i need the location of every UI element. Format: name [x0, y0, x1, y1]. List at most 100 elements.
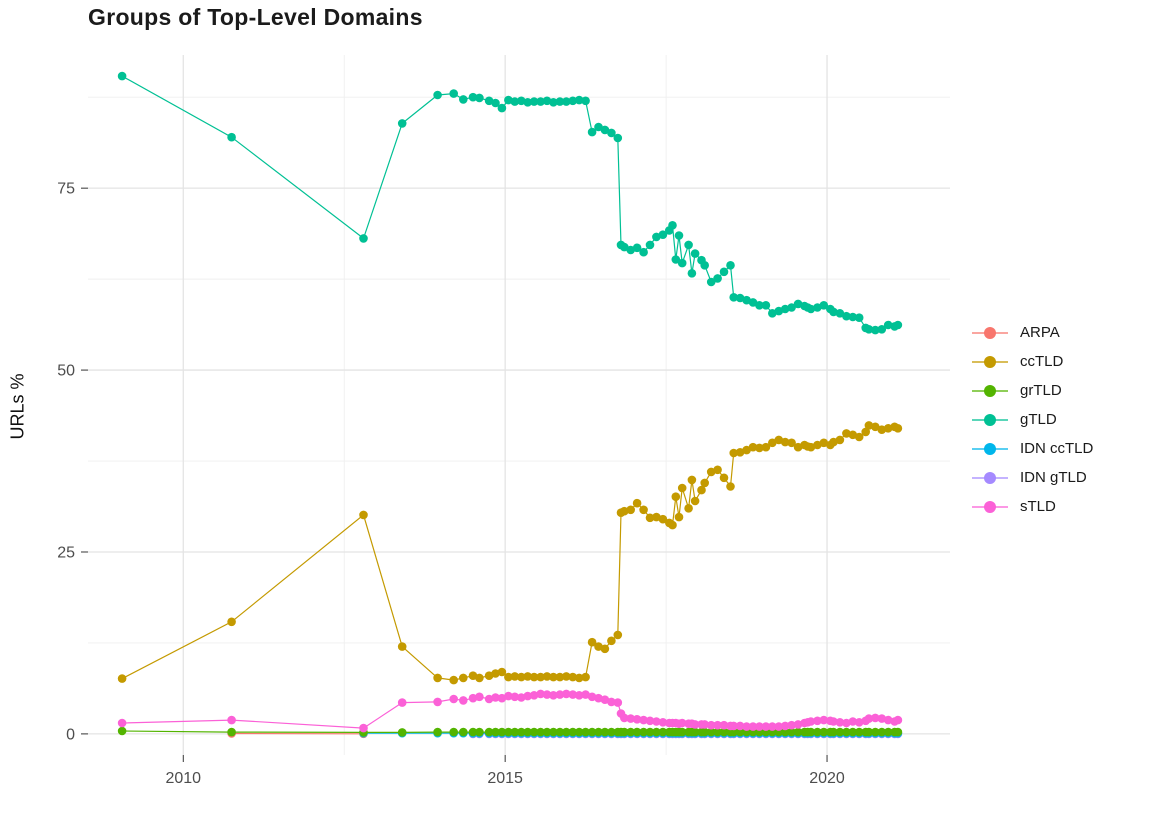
series-point-stld	[459, 696, 468, 705]
legend-label: grTLD	[1020, 382, 1062, 399]
series-point-stld	[645, 716, 655, 726]
series-point-grtld	[893, 727, 903, 737]
y-tick-label: 50	[57, 363, 75, 380]
series-point-cctld	[581, 672, 590, 682]
series-line-gtld	[121, 75, 899, 331]
series-point-cctld	[227, 617, 236, 627]
series-point-grtld	[700, 727, 709, 737]
series-point-cctld	[639, 505, 648, 515]
series-point-cctld	[787, 438, 796, 448]
series-point-grtld	[780, 727, 790, 737]
series-point-grtld	[510, 727, 520, 737]
series-point-grtld	[523, 727, 532, 737]
legend-key-icon	[972, 413, 1008, 427]
y-tick-label: 25	[57, 544, 75, 561]
series-point-stld	[819, 715, 829, 725]
legend-key-icon	[972, 384, 1008, 398]
series-point-grtld	[504, 727, 513, 737]
series-point-gtld	[819, 301, 829, 310]
series-point-grtld	[468, 727, 478, 737]
series-point-gtld	[755, 301, 764, 310]
series-point-gtld	[587, 127, 597, 137]
series-point-gtld	[835, 309, 845, 318]
series-point-stld	[542, 690, 552, 699]
series-point-stld	[700, 720, 709, 729]
series-point-grtld	[793, 727, 803, 737]
series-point-cctld	[668, 520, 677, 530]
series-point-stld	[742, 722, 751, 731]
series-point-stld	[587, 692, 597, 702]
series-point-grtld	[883, 727, 893, 737]
series-point-grtld	[677, 727, 687, 737]
series-point-grtld	[587, 727, 597, 737]
series-point-cctld	[700, 478, 709, 488]
series-point-grtld	[658, 727, 668, 737]
legend-item-idn-gtld: IDN gTLD	[972, 463, 1093, 492]
legend-key-icon	[972, 500, 1008, 514]
series-point-cctld	[726, 482, 735, 491]
series-point-grtld	[491, 727, 500, 737]
series-point-stld	[433, 697, 442, 707]
series-point-stld	[755, 722, 764, 731]
series-point-gtld	[706, 277, 716, 287]
series-point-grtld	[594, 727, 603, 737]
series-point-stld	[690, 720, 700, 729]
series-point-stld	[787, 720, 796, 730]
series-point-gtld	[529, 97, 539, 106]
series-point-cctld	[620, 506, 629, 516]
series-point-gtld	[690, 249, 700, 258]
legend-key-icon	[972, 326, 1008, 340]
series-point-stld	[735, 721, 745, 731]
series-point-gtld	[645, 240, 655, 250]
legend-label: IDN gTLD	[1020, 469, 1087, 486]
series-point-cctld	[359, 510, 368, 520]
series-point-stld	[562, 689, 571, 699]
series-point-grtld	[542, 727, 552, 737]
series-point-cctld	[555, 672, 565, 682]
series-point-stld	[864, 714, 874, 723]
series-point-cctld	[523, 672, 532, 681]
series-point-stld	[510, 692, 520, 702]
series-point-gtld	[687, 269, 697, 278]
series-point-stld	[761, 722, 771, 731]
series-point-cctld	[397, 642, 407, 651]
legend-item-gtld: gTLD	[972, 405, 1093, 434]
series-point-stld	[768, 722, 777, 731]
series-point-cctld	[645, 513, 655, 523]
series-point-grtld	[713, 727, 722, 737]
series-point-cctld	[626, 505, 635, 515]
series-point-cctld	[871, 422, 880, 432]
legend: ARPA ccTLD grTLD gTLD IDN ccTLD IDN gTLD sTLD	[972, 318, 1093, 521]
series-point-gtld	[549, 98, 558, 107]
series-point-gtld	[607, 128, 616, 138]
series-point-gtld	[497, 103, 507, 113]
series-point-cctld	[562, 672, 571, 681]
series-point-grtld	[529, 727, 539, 737]
series-point-gtld	[877, 325, 887, 334]
series-point-grtld	[632, 727, 642, 737]
series-point-stld	[359, 723, 368, 733]
series-point-cctld	[713, 465, 722, 475]
series-point-cctld	[517, 672, 526, 682]
legend-key-dot	[984, 355, 996, 368]
series-point-stld	[813, 716, 822, 726]
series-point-gtld	[883, 320, 893, 330]
legend-key-dot	[984, 442, 996, 455]
series-point-stld	[626, 714, 635, 723]
series-point-grtld	[549, 727, 558, 737]
series-point-gtld	[677, 258, 687, 268]
series-point-grtld	[568, 727, 578, 737]
series-point-stld	[893, 715, 903, 725]
series-point-gtld	[433, 90, 442, 100]
legend-item-cctld: ccTLD	[972, 347, 1093, 376]
series-point-gtld	[555, 97, 565, 106]
series-point-gtld	[854, 313, 864, 323]
series-point-gtld	[227, 132, 236, 142]
series-point-stld	[829, 717, 838, 726]
legend-label: IDN ccTLD	[1020, 440, 1094, 457]
series-point-stld	[848, 717, 858, 726]
series-point-cctld	[613, 630, 623, 640]
series-point-stld	[613, 698, 623, 707]
series-point-gtld	[475, 93, 484, 103]
series-point-grtld	[497, 727, 507, 737]
